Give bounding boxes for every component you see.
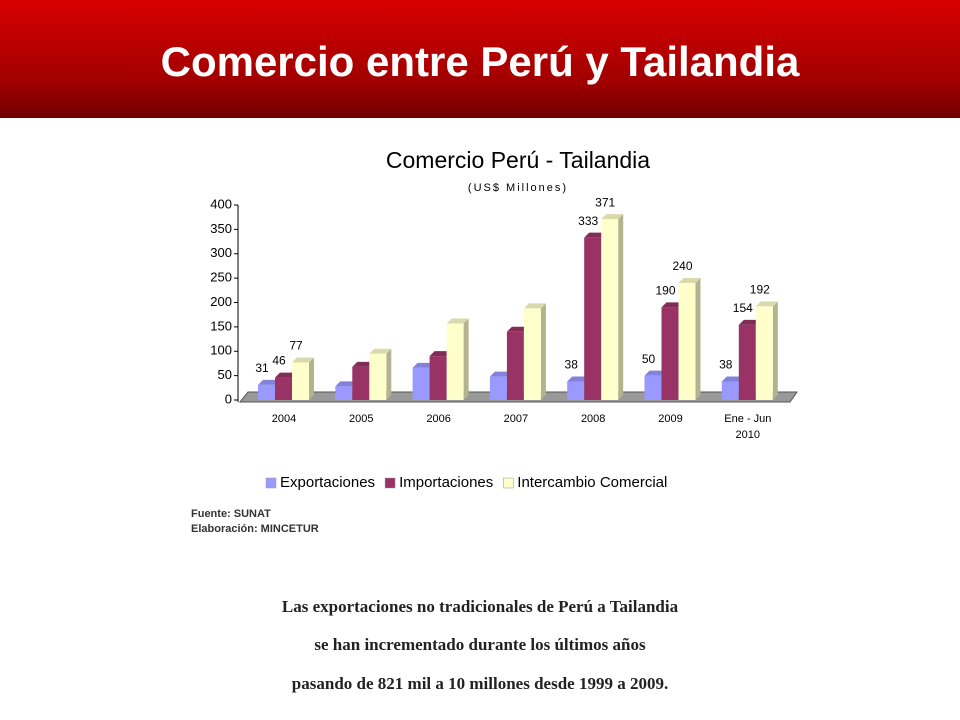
- bar-top: [352, 361, 375, 367]
- bar: [429, 356, 447, 400]
- y-tick-label: 250: [210, 270, 232, 285]
- bar-top: [292, 357, 314, 363]
- bar-top: [429, 351, 452, 357]
- bar: [601, 219, 619, 400]
- chart-subtitle: (US$ Millones): [468, 182, 568, 194]
- slide-title: Comercio entre Perú y Tailandia: [160, 38, 800, 85]
- bar: [721, 381, 739, 400]
- value-label: 77: [289, 339, 303, 353]
- chart-title: Comercio Perú - Tailandia: [386, 147, 650, 173]
- bar-side: [540, 303, 546, 400]
- body-text: pasando de 821 mil a 10 millones desde 1…: [291, 674, 669, 693]
- bar: [584, 237, 602, 400]
- x-tick-label: Ene - Jun 2010: [724, 413, 772, 441]
- bar-top: [661, 302, 684, 308]
- bar: [738, 324, 756, 400]
- x-tick-label: 2008: [580, 413, 606, 425]
- bar-top: [258, 379, 280, 385]
- bar: [335, 386, 353, 400]
- bar-top: [446, 318, 469, 324]
- bar: [567, 381, 585, 400]
- bar-top: [489, 371, 512, 377]
- bar: [412, 367, 430, 400]
- bar: [678, 283, 696, 400]
- bar-side: [772, 301, 778, 400]
- y-tick-label: 200: [210, 294, 232, 309]
- legend-swatch: [503, 477, 514, 489]
- y-tick-label: 350: [210, 221, 232, 236]
- bar: [661, 307, 679, 400]
- bar: [275, 377, 292, 400]
- body-text: se han incrementado durante los últimos …: [314, 635, 646, 654]
- value-label: 50: [642, 352, 656, 366]
- legend-label: Importaciones: [399, 474, 493, 491]
- value-label: 46: [272, 354, 286, 368]
- bar: [446, 323, 464, 400]
- value-label: 154: [733, 301, 753, 315]
- source: Elaboración: MINCETUR: [191, 523, 319, 535]
- bar-top: [584, 232, 607, 238]
- legend-swatch: [384, 477, 396, 489]
- y-tick-label: 0: [225, 391, 232, 406]
- header: Comercio entre Perú y Tailandia: [0, 0, 960, 118]
- y-tick-label: 50: [218, 367, 232, 382]
- value-label: 38: [719, 358, 733, 372]
- bar-top: [755, 301, 778, 307]
- bar: [489, 376, 507, 400]
- bar-top: [567, 376, 590, 382]
- bar-top: [275, 372, 297, 378]
- value-label: 333: [578, 214, 598, 228]
- bar-side: [618, 214, 624, 400]
- bar: [292, 362, 309, 400]
- x-tick-label: 2004: [271, 413, 297, 425]
- bar-side: [386, 348, 392, 400]
- bar-top: [369, 348, 392, 354]
- bar-top: [335, 381, 358, 387]
- x-tick-label: 2007: [503, 413, 529, 425]
- bar-top: [678, 278, 701, 283]
- bar: [352, 366, 370, 400]
- value-label: 240: [672, 259, 692, 273]
- x-tick-label: 2009: [658, 413, 683, 425]
- bar-top: [506, 326, 529, 332]
- legend-label: Exportaciones: [280, 474, 375, 491]
- x-tick-label: 2005: [349, 413, 374, 425]
- y-tick-label: 400: [210, 196, 232, 211]
- y-tick-label: 300: [210, 245, 232, 260]
- bar-side: [695, 278, 701, 400]
- legend-swatch: [265, 477, 277, 489]
- bar-side: [463, 318, 469, 400]
- bar: [644, 375, 662, 400]
- bar-top: [523, 303, 546, 309]
- source: Fuente: SUNAT: [191, 508, 271, 520]
- value-label: 190: [655, 284, 675, 298]
- y-tick-label: 100: [210, 343, 232, 358]
- bar-top: [721, 376, 744, 382]
- value-label: 38: [565, 358, 579, 372]
- bar-top: [738, 319, 761, 325]
- y-tick-label: 150: [210, 318, 232, 333]
- bar: [506, 331, 524, 400]
- value-label: 31: [255, 361, 269, 375]
- bar: [523, 308, 541, 400]
- legend-label: Intercambio Comercial: [517, 474, 667, 491]
- bar-side: [309, 357, 314, 400]
- body-text: Las exportaciones no tradicionales de Pe…: [281, 597, 679, 616]
- bar-top: [644, 370, 667, 376]
- bar-top: [412, 362, 435, 368]
- bar: [755, 306, 773, 400]
- bar: [369, 353, 387, 400]
- value-label: 371: [595, 195, 615, 209]
- value-label: 192: [750, 283, 770, 297]
- bar: [258, 384, 275, 400]
- bar-top: [601, 214, 624, 220]
- x-tick-label: 2006: [426, 413, 451, 425]
